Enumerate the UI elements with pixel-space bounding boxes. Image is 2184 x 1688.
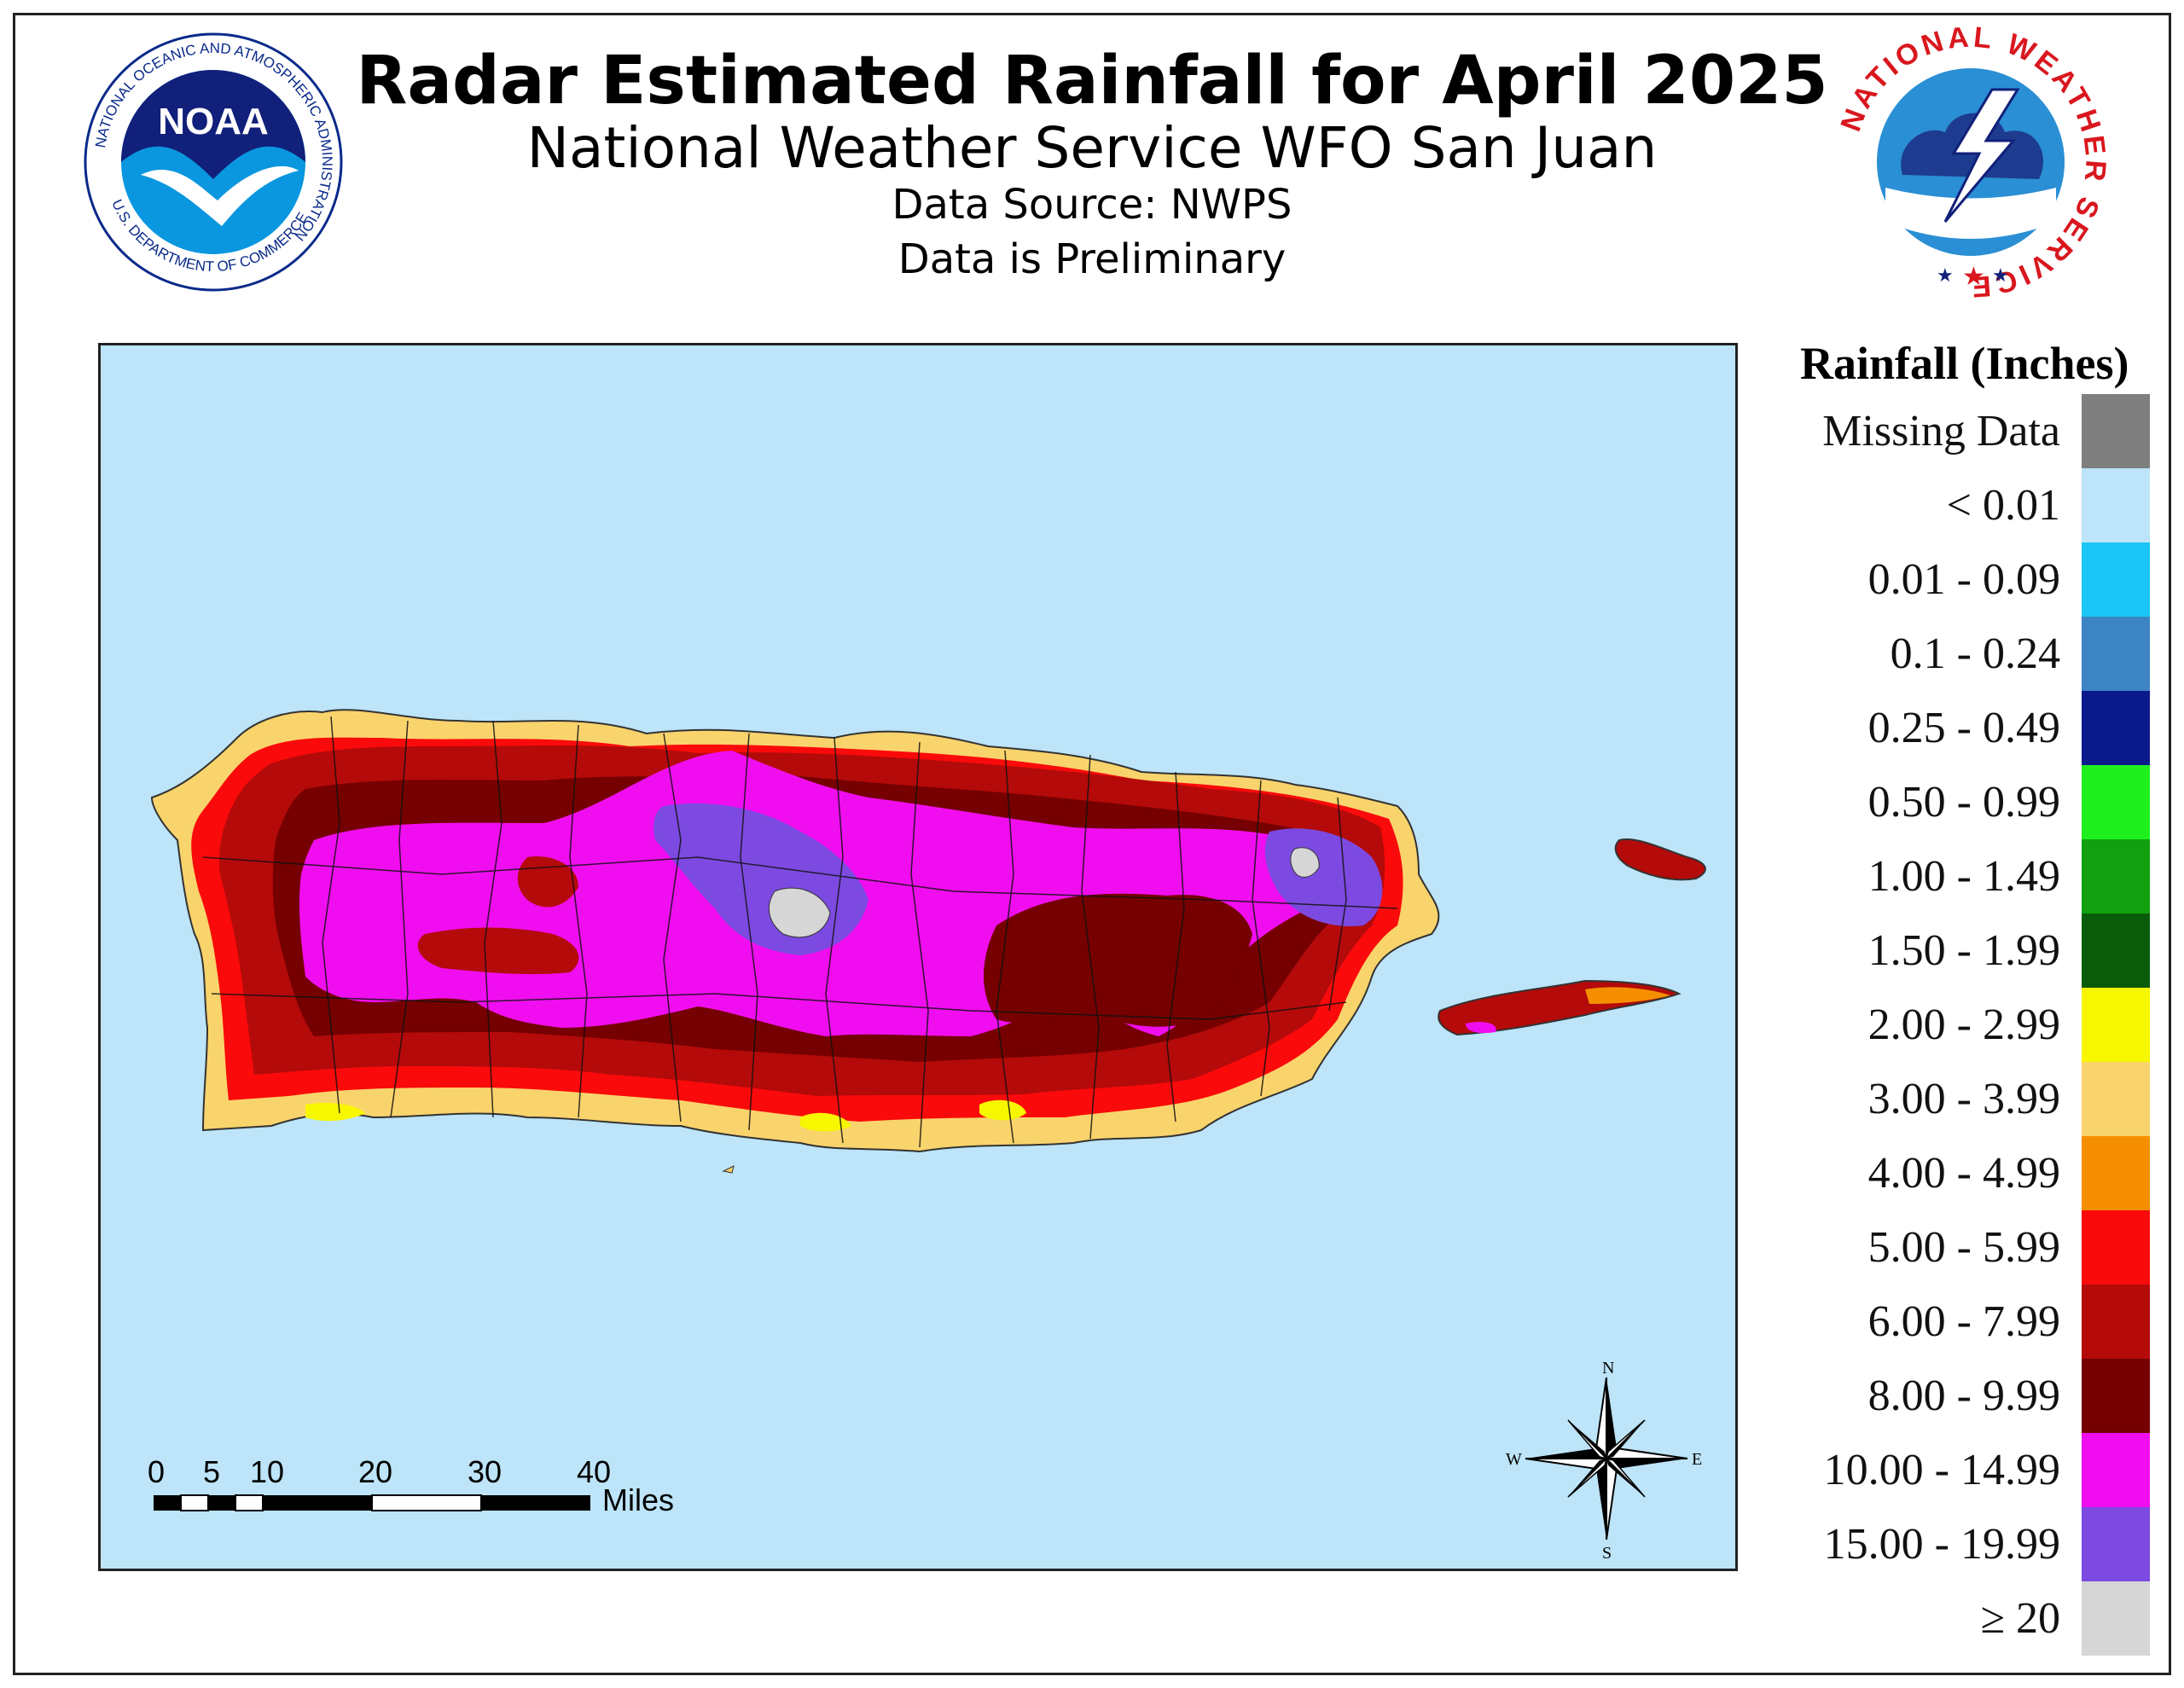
legend-color-swatch xyxy=(2082,617,2150,691)
legend-color-swatch xyxy=(2082,1433,2150,1507)
legend-item: 1.50 - 1.99 xyxy=(1757,914,2150,988)
scale-tick-label: 20 xyxy=(358,1454,392,1489)
page-frame xyxy=(13,13,2171,1675)
legend-item: 0.01 - 0.09 xyxy=(1757,542,2150,617)
legend-item: 3.00 - 3.99 xyxy=(1757,1062,2150,1136)
legend-item-label: 0.01 - 0.09 xyxy=(1867,555,2060,604)
noaa-logo-text: NOAA xyxy=(158,101,269,142)
legend-item: 8.00 - 9.99 xyxy=(1757,1359,2150,1433)
scale-tick-label: 5 xyxy=(203,1454,220,1489)
legend-item-label: 0.50 - 0.99 xyxy=(1867,778,2060,827)
legend-color-swatch xyxy=(2082,1210,2150,1285)
legend-item: 4.00 - 4.99 xyxy=(1757,1136,2150,1210)
legend-color-swatch xyxy=(2082,914,2150,988)
legend-color-swatch xyxy=(2082,1136,2150,1210)
rainfall-map[interactable]: 0 5 10 20 30 40 Miles N xyxy=(98,343,1738,1571)
legend-item-label: 8.00 - 9.99 xyxy=(1867,1372,2060,1420)
puerto-rico-island xyxy=(150,709,1440,1153)
culebra-island xyxy=(1614,838,1706,881)
legend-item-label: 0.1 - 0.24 xyxy=(1890,629,2060,678)
legend-item-label: 4.00 - 4.99 xyxy=(1867,1149,2060,1198)
legend-item: Missing Data xyxy=(1757,394,2150,468)
legend-item-label: Missing Data xyxy=(1822,407,2060,455)
compass-west-label: W xyxy=(1506,1450,1522,1469)
legend-item-label: ≥ 20 xyxy=(1980,1594,2060,1643)
legend-item: 0.1 - 0.24 xyxy=(1757,617,2150,691)
data-source-text: Data Source: NWPS xyxy=(892,181,1292,229)
legend-item-label: 1.00 - 1.49 xyxy=(1867,852,2060,901)
legend-item-label: 0.25 - 0.49 xyxy=(1867,704,2060,752)
compass-south-label: S xyxy=(1602,1544,1612,1563)
legend-item: ≥ 20 xyxy=(1757,1581,2150,1656)
legend-color-swatch xyxy=(2082,1285,2150,1359)
legend-item: 0.25 - 0.49 xyxy=(1757,691,2150,765)
legend-color-swatch xyxy=(2082,1581,2150,1656)
compass-rose-icon: N S E W xyxy=(1506,1359,1702,1563)
nws-star-center-icon: ★ xyxy=(1962,263,1985,291)
scale-tick-label: 0 xyxy=(148,1454,165,1489)
scale-tick-label: 10 xyxy=(250,1454,284,1489)
legend-item-label: 5.00 - 5.99 xyxy=(1867,1223,2060,1272)
scale-bar: 0 5 10 20 30 40 Miles xyxy=(148,1454,674,1517)
compass-east-label: E xyxy=(1692,1450,1702,1469)
legend-item-label: 10.00 - 14.99 xyxy=(1823,1446,2060,1494)
legend-item: 0.50 - 0.99 xyxy=(1757,765,2150,839)
scale-tick-label: 30 xyxy=(468,1454,502,1489)
legend-color-swatch xyxy=(2082,394,2150,468)
legend-item-label: 6.00 - 7.99 xyxy=(1867,1297,2060,1346)
nws-logo: NATIONAL WEATHER SERVICE ★ ★ ★ xyxy=(1834,26,2107,299)
legend-item-label: 2.00 - 2.99 xyxy=(1867,1001,2060,1049)
legend-title: Rainfall (Inches) xyxy=(1800,338,2129,389)
legend-item-label: 15.00 - 19.99 xyxy=(1823,1520,2060,1569)
map-title: Radar Estimated Rainfall for April 2025 xyxy=(356,43,1828,119)
legend-color-swatch xyxy=(2082,988,2150,1062)
legend-item: 2.00 - 2.99 xyxy=(1757,988,2150,1062)
legend-item: 1.00 - 1.49 xyxy=(1757,839,2150,914)
legend-item: 15.00 - 19.99 xyxy=(1757,1507,2150,1581)
rainfall-map-canvas: 0 5 10 20 30 40 Miles N xyxy=(148,709,1706,1563)
legend-item: 6.00 - 7.99 xyxy=(1757,1285,2150,1359)
legend-color-swatch xyxy=(2082,1062,2150,1136)
compass-north-label: N xyxy=(1602,1359,1614,1378)
nws-star-left-icon: ★ xyxy=(1937,264,1954,286)
legend-item-label: 3.00 - 3.99 xyxy=(1867,1075,2060,1123)
legend-item-label: 1.50 - 1.99 xyxy=(1867,926,2060,975)
municipal-borders xyxy=(202,716,1398,1148)
map-subtitle: National Weather Service WFO San Juan xyxy=(526,115,1658,181)
legend-color-swatch xyxy=(2082,839,2150,914)
scale-unit-label: Miles xyxy=(602,1482,674,1517)
legend-color-swatch xyxy=(2082,1359,2150,1433)
legend-item: < 0.01 xyxy=(1757,468,2150,542)
legend-color-swatch xyxy=(2082,765,2150,839)
legend-color-swatch xyxy=(2082,468,2150,542)
legend-item: 10.00 - 14.99 xyxy=(1757,1433,2150,1507)
nws-star-right-icon: ★ xyxy=(1992,264,2009,286)
preliminary-note: Data is Preliminary xyxy=(897,235,1287,283)
legend-item: 5.00 - 5.99 xyxy=(1757,1210,2150,1285)
legend-color-swatch xyxy=(2082,1507,2150,1581)
legend-color-swatch xyxy=(2082,691,2150,765)
scale-tick-label: 40 xyxy=(577,1454,611,1489)
legend-color-swatch xyxy=(2082,542,2150,617)
noaa-logo: NOAA NATIONAL OCEANIC AND ATMOSPHERIC AD… xyxy=(84,32,343,292)
legend-item-label: < 0.01 xyxy=(1946,481,2060,530)
